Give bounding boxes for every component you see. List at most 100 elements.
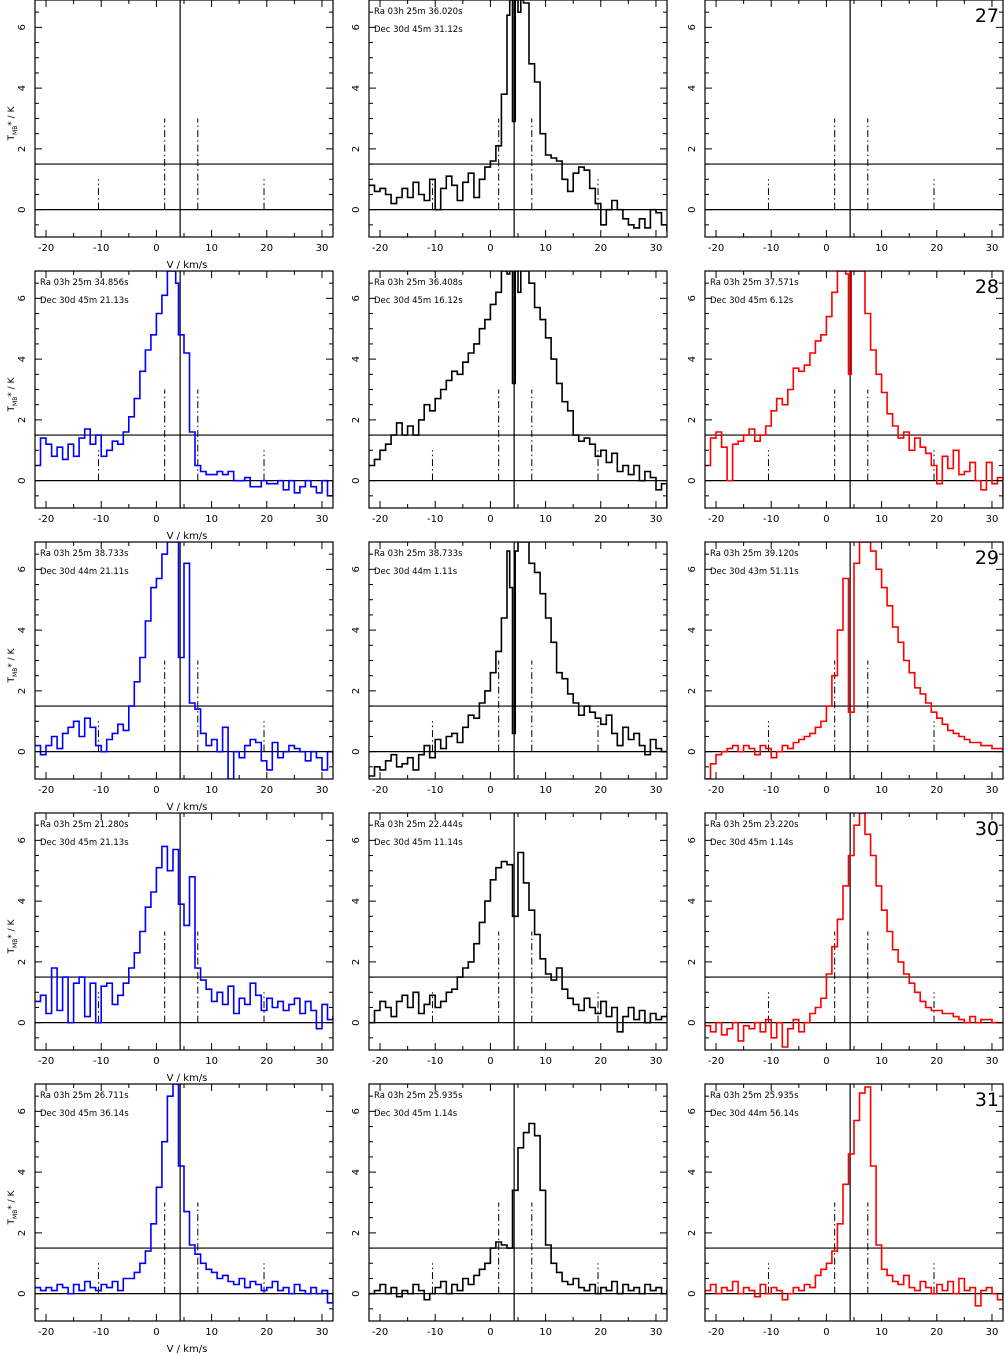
y-tick-label: 6 xyxy=(351,295,362,301)
spectrum-panel-30-right: -20 -10 0 10 20 30 0 2 4 6 Ra 03h 25m 23.220s Dec 3… xyxy=(687,812,1004,1067)
spectrum-panel-27-left: -20 -10 0 10 20 30 0 2 4 6 TMB* / K V / km/s xyxy=(7,0,334,271)
x-tick-label: 20 xyxy=(594,243,607,254)
y-label-main: T xyxy=(7,134,17,141)
y-axis-label: TMB* / K xyxy=(7,105,19,141)
x-tick-label: 0 xyxy=(823,514,829,525)
y-tick-label: 2 xyxy=(17,417,28,423)
y-tick-label: 4 xyxy=(687,1169,698,1175)
row-number-label: 28 xyxy=(975,276,999,298)
x-tick-label: 30 xyxy=(986,785,999,796)
dec-annotation: Dec 30d 45m 21.13s xyxy=(40,838,129,848)
dec-annotation: Dec 30d 45m 1.14s xyxy=(710,838,794,848)
y-tick-label: 2 xyxy=(17,1230,28,1236)
x-axis-label: V / km/s xyxy=(167,802,208,813)
spectrum-histogram xyxy=(369,271,667,508)
x-tick-label: -20 xyxy=(372,514,388,525)
y-label-sub: MB xyxy=(12,939,19,948)
x-axis-label: V / km/s xyxy=(167,1344,208,1355)
x-tick-label: -20 xyxy=(38,243,54,254)
x-tick-label: -20 xyxy=(372,1056,388,1067)
y-tick-label: 4 xyxy=(351,1169,362,1175)
y-tick-label: 2 xyxy=(687,959,698,965)
spectrum-panel-29-left: -20 -10 0 10 20 30 0 2 4 6 TMB* / K V / km/s Ra 03h … xyxy=(7,541,334,813)
spectrum-panel-30-middle: -20 -10 0 10 20 30 0 2 4 6 Ra 03h 25m 22.444s Dec 3… xyxy=(351,812,668,1067)
dec-annotation: Dec 30d 45m 21.13s xyxy=(40,296,129,306)
x-tick-label: 0 xyxy=(823,785,829,796)
y-tick-label: 2 xyxy=(17,146,28,152)
x-tick-label: -10 xyxy=(93,785,109,796)
x-tick-label: -20 xyxy=(708,1327,724,1338)
y-label-sub: MB xyxy=(12,1210,19,1219)
y-tick-label: 6 xyxy=(17,295,28,301)
ra-annotation: Ra 03h 25m 25.935s xyxy=(710,1091,799,1101)
y-label-sub: MB xyxy=(12,668,19,677)
x-tick-label: -20 xyxy=(708,785,724,796)
spectrum-histogram xyxy=(705,1086,1003,1307)
x-tick-label: 30 xyxy=(316,1056,329,1067)
ra-annotation: Ra 03h 25m 36.020s xyxy=(374,7,463,17)
x-tick-label: 0 xyxy=(153,243,159,254)
x-tick-label: 30 xyxy=(650,514,663,525)
x-tick-label: 10 xyxy=(539,243,552,254)
x-tick-label: -10 xyxy=(763,243,779,254)
spectrum-panel-29-right: -20 -10 0 10 20 30 0 2 4 6 Ra 03h 25m 39.120s Dec 3… xyxy=(687,541,1004,796)
x-tick-label: 10 xyxy=(539,1056,552,1067)
y-tick-label: 6 xyxy=(17,24,28,30)
x-tick-label: 0 xyxy=(487,1056,493,1067)
y-tick-label: 0 xyxy=(687,1019,698,1025)
y-label-suffix: * / K xyxy=(7,376,17,396)
x-tick-label: 10 xyxy=(875,785,888,796)
x-tick-label: 30 xyxy=(650,785,663,796)
y-tick-label: 4 xyxy=(17,627,28,633)
x-tick-label: 30 xyxy=(316,243,329,254)
x-tick-label: 20 xyxy=(594,1327,607,1338)
ra-annotation: Ra 03h 25m 39.120s xyxy=(710,549,799,559)
spectrum-histogram xyxy=(35,1084,333,1304)
x-tick-label: -20 xyxy=(708,1056,724,1067)
y-tick-label: 4 xyxy=(17,1169,28,1175)
x-tick-label: 30 xyxy=(316,1327,329,1338)
x-tick-label: 10 xyxy=(205,243,218,254)
spectrum-panel-27-middle: -20 -10 0 10 20 30 0 2 4 6 Ra 03h 25m 36.020s Dec 3… xyxy=(351,0,668,254)
x-tick-label: -10 xyxy=(763,1056,779,1067)
x-tick-label: 20 xyxy=(930,1327,943,1338)
y-label-suffix: * / K xyxy=(7,105,17,125)
y-tick-label: 2 xyxy=(17,959,28,965)
x-tick-label: 30 xyxy=(986,1327,999,1338)
x-tick-label: -20 xyxy=(38,785,54,796)
x-tick-label: 30 xyxy=(650,1056,663,1067)
y-tick-label: 4 xyxy=(351,627,362,633)
panel-frame xyxy=(368,0,668,238)
x-tick-label: 0 xyxy=(153,1056,159,1067)
y-tick-label: 6 xyxy=(351,1108,362,1114)
x-tick-label: -20 xyxy=(372,1327,388,1338)
x-tick-label: 20 xyxy=(260,1327,273,1338)
y-tick-label: 4 xyxy=(351,898,362,904)
x-tick-label: 20 xyxy=(260,514,273,525)
x-tick-label: 20 xyxy=(260,1056,273,1067)
panel-frame xyxy=(34,0,334,238)
y-tick-label: 6 xyxy=(17,837,28,843)
x-tick-label: -10 xyxy=(763,514,779,525)
panel-frame xyxy=(34,812,334,1051)
y-tick-label: 6 xyxy=(17,566,28,572)
y-tick-label: 6 xyxy=(17,1108,28,1114)
spectrum-histogram xyxy=(369,1122,667,1301)
y-tick-label: 6 xyxy=(351,566,362,572)
x-tick-label: -10 xyxy=(763,1327,779,1338)
y-tick-label: 0 xyxy=(17,206,28,212)
y-tick-label: 0 xyxy=(17,1019,28,1025)
ra-annotation: Ra 03h 25m 34.856s xyxy=(40,278,129,288)
x-tick-label: 0 xyxy=(487,243,493,254)
y-tick-label: 0 xyxy=(351,477,362,483)
y-tick-label: 6 xyxy=(687,1108,698,1114)
ra-annotation: Ra 03h 25m 38.733s xyxy=(374,549,463,559)
y-label-main: T xyxy=(7,676,17,683)
y-label-suffix: * / K xyxy=(7,918,17,938)
dec-annotation: Dec 30d 45m 16.12s xyxy=(374,296,463,306)
y-tick-label: 0 xyxy=(351,748,362,754)
x-tick-label: -20 xyxy=(708,514,724,525)
dec-annotation: Dec 30d 45m 1.14s xyxy=(374,1109,458,1119)
row-number-label: 27 xyxy=(975,5,999,27)
x-axis-label: V / km/s xyxy=(167,531,208,542)
